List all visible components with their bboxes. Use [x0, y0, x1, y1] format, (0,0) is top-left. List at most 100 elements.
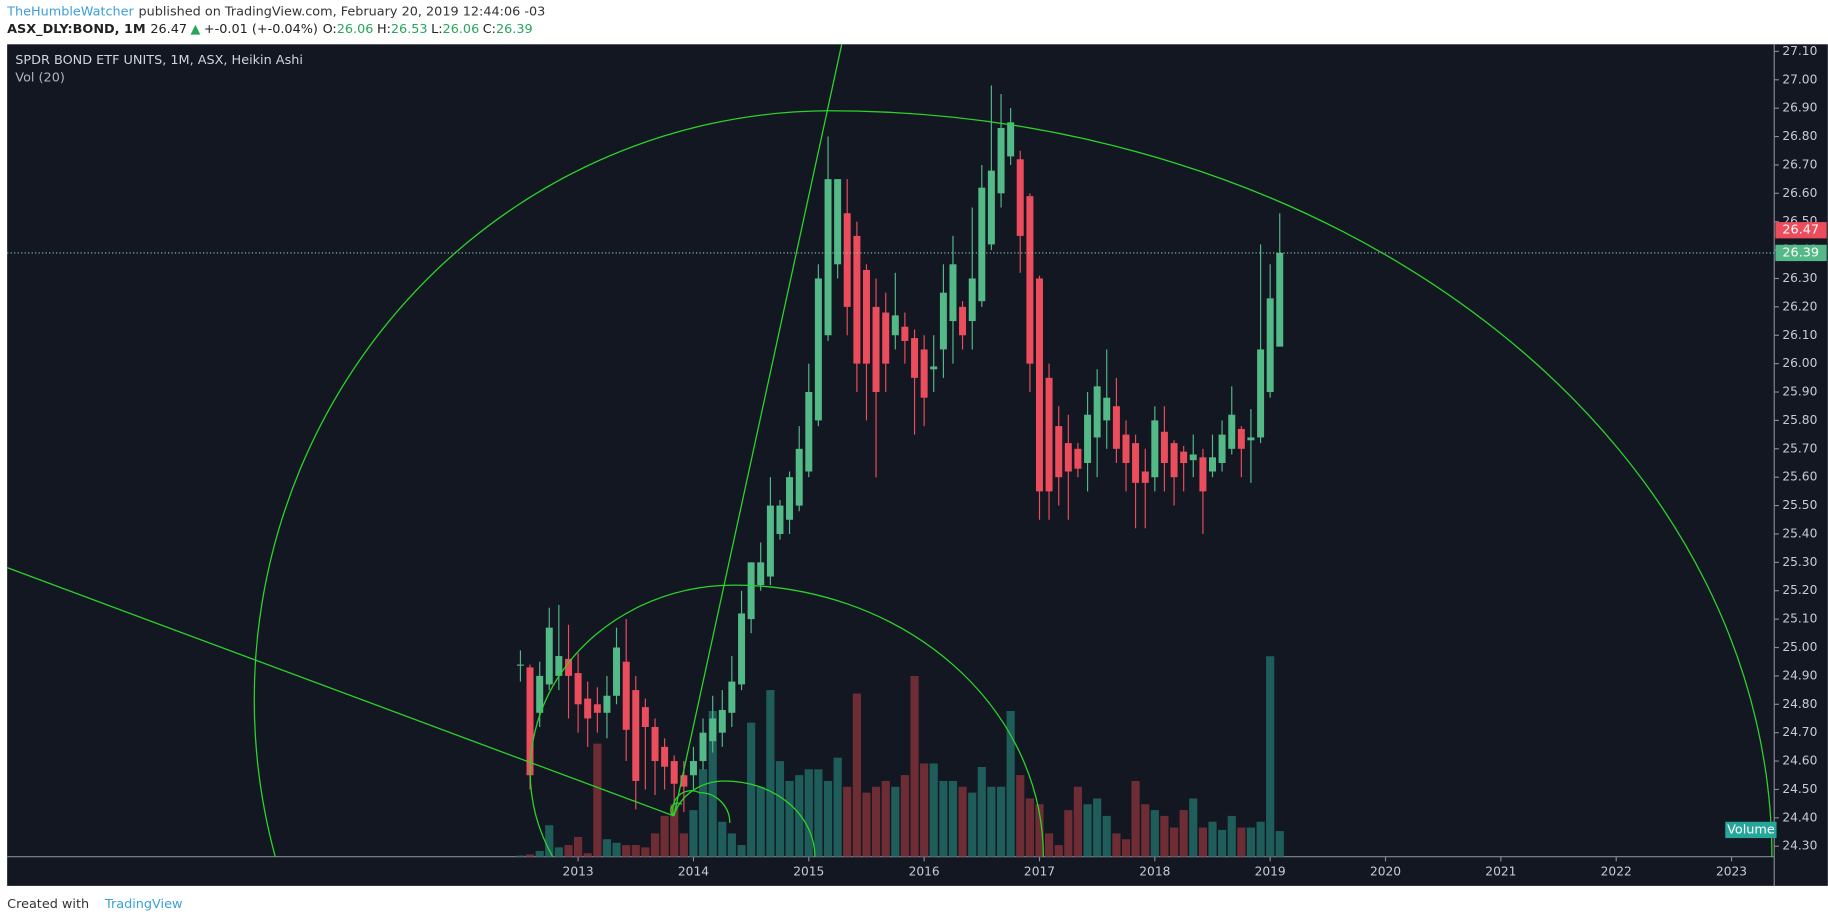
arrow: ▲: [191, 22, 201, 37]
last-price-tag: [1775, 222, 1827, 239]
candle-body: [516, 664, 524, 666]
volume-bar: [1150, 810, 1159, 857]
volume-bar: [583, 853, 592, 857]
volume-bar: [1208, 821, 1217, 857]
volume-bar: [698, 769, 708, 857]
x-tick-label: 2015: [793, 864, 824, 878]
y-tick-label: 25.50: [1782, 498, 1817, 512]
candle-body: [565, 658, 573, 676]
volume-bar: [727, 833, 736, 857]
volume-bar: [968, 792, 977, 857]
y-tick-label: 27.10: [1782, 44, 1817, 58]
symbol: ASX_DLY:BOND, 1M: [7, 22, 146, 37]
candle-body: [1016, 159, 1024, 236]
candle-body: [834, 179, 842, 265]
y-tick-label: 24.60: [1782, 754, 1817, 768]
candle-body: [670, 761, 678, 784]
candle-body: [930, 366, 938, 370]
volume-bar: [689, 810, 698, 857]
candle-body: [920, 349, 928, 398]
candle-body: [1257, 349, 1265, 438]
candle-body: [968, 278, 976, 322]
volume-bar: [823, 780, 833, 857]
candle-body: [891, 315, 899, 336]
candle-body: [584, 698, 592, 719]
fib-arc: [529, 584, 1045, 857]
volume-tag-label: Volume: [1727, 822, 1775, 837]
y-tick-label: 26.80: [1782, 129, 1817, 143]
candle-body: [699, 732, 707, 762]
y-tick-label: 25.80: [1782, 413, 1817, 427]
volume-bar: [1131, 780, 1140, 857]
volume-bar: [910, 676, 919, 857]
volume-bar: [718, 821, 727, 857]
candle-body: [1074, 448, 1082, 469]
candle-body: [1189, 454, 1197, 461]
volume-bar: [1170, 827, 1179, 857]
volume-bar: [1237, 827, 1246, 857]
candle-body: [911, 338, 919, 378]
y-tick-label: 26.30: [1782, 271, 1817, 285]
volume-bar: [1198, 827, 1208, 857]
y-tick-label: 27.00: [1782, 72, 1817, 86]
author[interactable]: TheHumbleWatcher: [6, 4, 134, 19]
volume-bar: [1246, 827, 1255, 857]
volume-bar: [593, 743, 602, 857]
plot: [516, 85, 1284, 857]
candle-body: [1218, 434, 1226, 463]
y-tick-label: 24.40: [1782, 810, 1817, 824]
volume-bar: [939, 780, 948, 857]
close-price-tag: [1775, 244, 1827, 262]
volume-bar: [622, 845, 631, 857]
candle-body: [641, 707, 649, 727]
volume-bar: [1112, 833, 1121, 857]
ohlc-value: 26.53: [391, 22, 428, 37]
volume-bar: [660, 815, 669, 857]
volume-bar: [843, 786, 852, 857]
last: 26.47: [150, 22, 187, 37]
volume-bar: [1179, 810, 1188, 857]
volume-bar: [1006, 711, 1015, 857]
candle-body: [718, 709, 726, 733]
volume-tag: [1725, 821, 1777, 839]
y-tick-label: 24.80: [1782, 697, 1817, 711]
candle-body: [1160, 431, 1168, 463]
y-tick-label: 24.30: [1782, 839, 1817, 853]
volume-bar: [814, 769, 823, 857]
x-tick-label: 2018: [1139, 864, 1170, 878]
x-tick-label: 2013: [563, 864, 594, 878]
ohlc-label: L:: [431, 22, 442, 37]
volume-bar: [948, 780, 958, 857]
footer-brand[interactable]: TradingView: [104, 897, 182, 912]
y-tick-label: 25.30: [1782, 555, 1817, 569]
volume-bar: [977, 766, 986, 857]
volume-bar: [1025, 798, 1034, 857]
candle-body: [1055, 426, 1063, 478]
y-tick-label: 24.50: [1782, 782, 1817, 796]
candle-body: [949, 264, 957, 322]
candle-body: [1093, 386, 1101, 438]
volume-bar: [1256, 821, 1265, 857]
volume-bar: [775, 761, 785, 857]
volume-bar: [525, 854, 535, 857]
volume-bar: [852, 693, 861, 857]
candle-body: [901, 326, 909, 341]
candle-body: [814, 278, 822, 421]
fib-arc: [253, 110, 1773, 857]
volume-bar: [891, 786, 900, 857]
candle-body: [1247, 437, 1255, 441]
trend-line: [673, 44, 843, 817]
x-tick-label: 2014: [678, 864, 709, 878]
candle-body: [824, 179, 832, 336]
volume-bar: [929, 763, 938, 857]
volume-bar: [1093, 798, 1102, 857]
volume-bar: [1064, 810, 1073, 857]
candle-body: [1084, 414, 1092, 463]
candle-body: [1026, 196, 1034, 364]
candle-body: [1141, 471, 1149, 483]
volume-bar: [804, 769, 813, 857]
ohlc-label: C:: [483, 22, 496, 37]
volume-bar: [535, 850, 544, 857]
